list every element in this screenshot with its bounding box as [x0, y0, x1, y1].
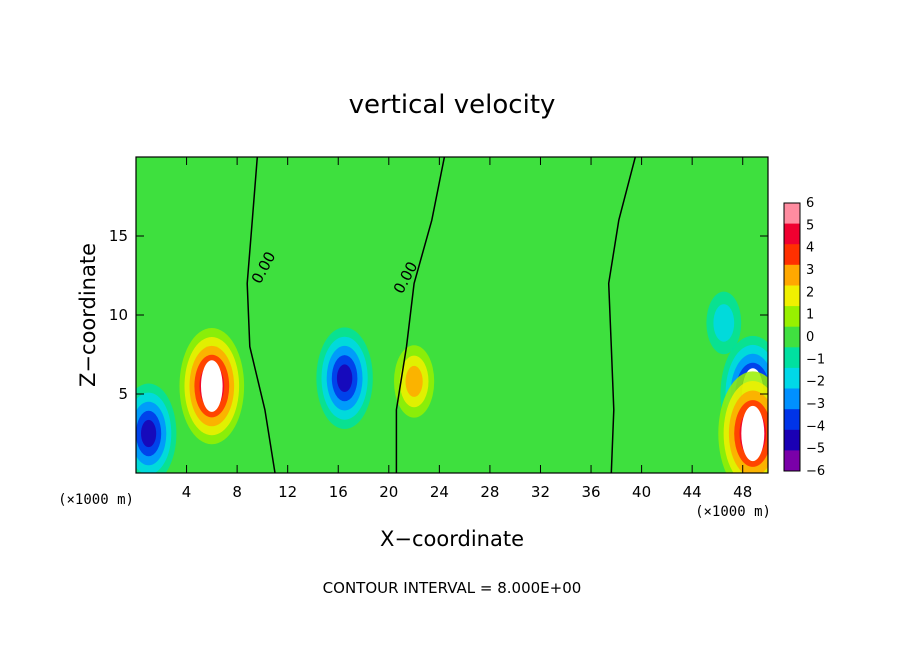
zero-contour-1	[246, 157, 276, 473]
x-tick-label: 24	[430, 483, 449, 501]
colorbar-swatch	[784, 306, 800, 328]
field-level-3	[405, 365, 423, 397]
zero-contour-2	[395, 157, 446, 473]
y-axis-ticks: 5 10 15	[109, 227, 768, 403]
colorbar-tick-label: 3	[806, 263, 814, 278]
x-tick-label: 28	[480, 483, 499, 501]
x-tick-label: 12	[278, 483, 297, 501]
field-feature-3	[316, 327, 373, 430]
plot-area	[136, 157, 768, 473]
contour-interval-label: CONTOUR INTERVAL = 8.000E+00	[323, 579, 582, 597]
chart-title: vertical velocity	[349, 90, 556, 120]
y-axis-title: Z−coordinate	[76, 243, 100, 387]
colorbar-frame	[783, 202, 801, 472]
colorbar-swatch	[784, 203, 800, 225]
x-tick-label: 32	[531, 483, 550, 501]
velocity-field	[136, 291, 768, 473]
colorbar-tick-label: 1	[806, 308, 814, 323]
colorbar: 6 5 4 3 2 1 0 −1 −2 −3 −4 −5 −6	[783, 196, 825, 479]
zero-contour-3	[607, 157, 637, 473]
x-axis-title: X−coordinate	[380, 527, 524, 551]
x-tick-label: 20	[379, 483, 398, 501]
y-tick-label: 15	[109, 227, 128, 245]
x-tick-label: 16	[329, 483, 348, 501]
colorbar-swatch	[784, 223, 800, 245]
field-feature-5	[718, 371, 768, 473]
plot-background	[136, 157, 768, 473]
field-feature-7	[136, 383, 177, 473]
colorbar-tick-label: 6	[806, 196, 814, 211]
x-tick-label: 44	[683, 483, 702, 501]
field-feature-2	[394, 345, 435, 418]
colorbar-swatch	[784, 367, 800, 389]
colorbar-tick-label: 5	[806, 218, 814, 233]
x-unit-right: (×1000 m)	[695, 504, 771, 520]
colorbar-swatch	[784, 285, 800, 307]
field-level--5	[141, 419, 157, 448]
zero-contours	[246, 157, 637, 473]
colorbar-swatch	[784, 429, 800, 451]
field-level--2	[713, 304, 735, 342]
field-saturated-core	[201, 360, 223, 412]
x-tick-label: 8	[232, 483, 242, 501]
x-tick-label: 4	[182, 483, 192, 501]
colorbar-tick-label: −1	[806, 352, 825, 367]
colorbar-swatch	[784, 409, 800, 431]
colorbar-swatch	[784, 388, 800, 410]
y-tick-label: 5	[118, 385, 128, 403]
colorbar-tick-label: −6	[806, 464, 825, 479]
field-level--5	[336, 364, 353, 393]
colorbar-tick-label: −2	[806, 375, 825, 390]
x-tick-label: 36	[581, 483, 600, 501]
colorbar-tick-label: 4	[806, 241, 814, 256]
field-saturated-core	[741, 405, 765, 462]
y-tick-label: 10	[109, 306, 128, 324]
x-axis-ticks: 4 8 12 16 20 24 28 32 36 40 44 48	[182, 157, 752, 501]
field-feature-1	[179, 328, 245, 445]
x-tick-label: 48	[733, 483, 752, 501]
field-feature-6	[706, 291, 742, 355]
x-unit-left: (×1000 m)	[58, 492, 134, 508]
colorbar-swatch	[784, 450, 800, 472]
colorbar-tick-label: −3	[806, 397, 825, 412]
colorbar-swatch	[784, 264, 800, 286]
colorbar-tick-label: 0	[806, 330, 814, 345]
colorbar-swatch	[784, 326, 800, 348]
colorbar-tick-label: −4	[806, 419, 825, 434]
colorbar-swatch	[784, 347, 800, 369]
x-tick-label: 40	[632, 483, 651, 501]
colorbar-tick-label: −5	[806, 442, 825, 457]
colorbar-swatch	[784, 244, 800, 266]
colorbar-tick-label: 2	[806, 285, 814, 300]
